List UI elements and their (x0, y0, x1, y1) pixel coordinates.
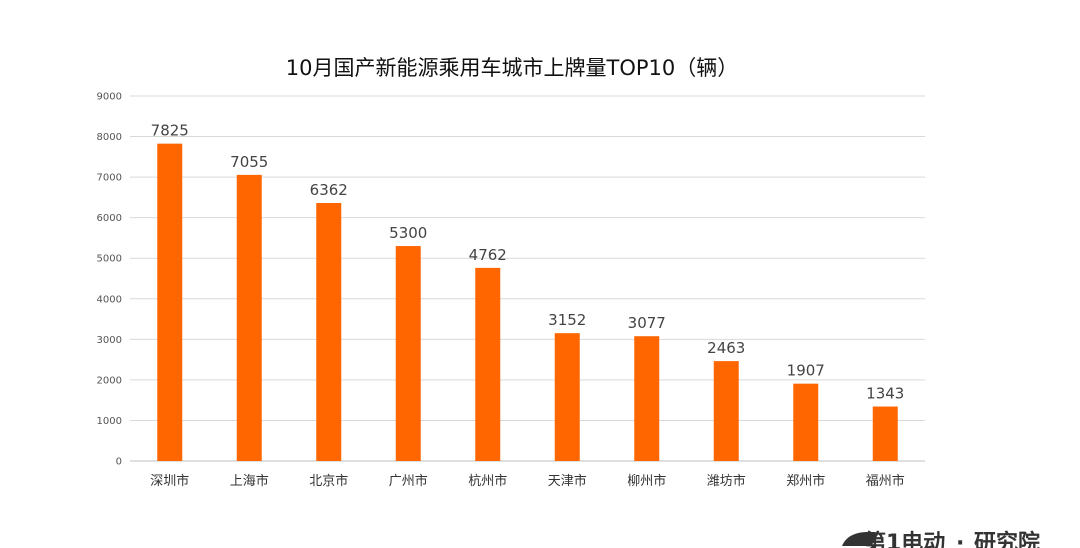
gridlines (130, 95, 925, 462)
y-tick-label: 0 (116, 457, 122, 468)
data-label: 7825 (151, 122, 189, 140)
bar (634, 336, 660, 461)
bar (793, 383, 819, 461)
x-tick-label: 上海市 (230, 473, 269, 489)
bar (872, 406, 898, 461)
data-labels: 7825 7055 6362 5300 4762 3152 3077 2463 1907 1343 (151, 122, 905, 403)
car-logo-icon (842, 532, 876, 546)
x-tick-label: 北京市 (309, 473, 348, 489)
bar (475, 267, 501, 461)
logo-separator: · (956, 531, 964, 548)
y-tick-label: 6000 (97, 213, 122, 224)
y-tick-label: 1000 (97, 416, 122, 427)
x-tick-label: 杭州市 (468, 473, 507, 489)
x-tick-label: 潍坊市 (707, 473, 746, 489)
x-tick-label: 郑州市 (786, 473, 825, 489)
data-label: 1343 (866, 385, 904, 403)
x-tick-label: 柳州市 (627, 473, 666, 489)
data-label: 4762 (469, 246, 507, 264)
bar (554, 333, 580, 461)
bar (236, 174, 262, 461)
bars (157, 143, 898, 462)
data-label: 7055 (230, 153, 268, 171)
watermark-logo: 第1电动 · 研究院 (842, 530, 1040, 548)
y-axis-ticks: 0 1000 2000 3000 4000 5000 6000 7000 8000 9000 (97, 92, 122, 468)
y-tick-label: 8000 (97, 132, 122, 143)
bar (157, 143, 183, 461)
logo-sub-text: 研究院 (974, 530, 1040, 548)
data-label: 5300 (389, 224, 427, 242)
data-label: 3077 (628, 314, 666, 332)
bar (395, 246, 421, 461)
data-label: 1907 (787, 362, 825, 380)
bar (713, 361, 739, 461)
y-tick-label: 9000 (97, 92, 122, 103)
data-label: 2463 (707, 339, 745, 357)
data-label: 6362 (310, 181, 348, 199)
y-tick-label: 5000 (97, 254, 122, 265)
y-tick-label: 3000 (97, 335, 122, 346)
logo-main-text: 第1电动 (864, 530, 945, 548)
y-tick-label: 7000 (97, 173, 122, 184)
y-tick-label: 2000 (97, 375, 122, 386)
bar (316, 202, 342, 462)
x-tick-label: 天津市 (548, 473, 587, 489)
data-label: 3152 (548, 311, 586, 329)
y-tick-label: 4000 (97, 294, 122, 305)
x-tick-label: 广州市 (389, 473, 428, 489)
x-tick-label: 深圳市 (150, 473, 189, 489)
x-tick-label: 福州市 (866, 473, 905, 489)
x-axis-ticks: 深圳市 上海市 北京市 广州市 杭州市 天津市 柳州市 潍坊市 郑州市 福州市 (150, 473, 905, 489)
chart-title: 10月国产新能源乘用车城市上牌量TOP10（辆） (286, 56, 738, 80)
